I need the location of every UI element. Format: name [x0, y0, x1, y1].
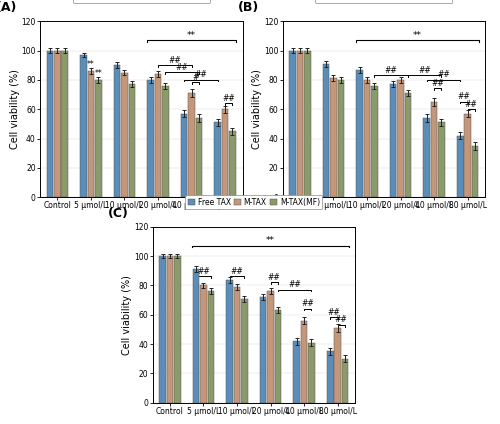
Text: **: ** — [187, 31, 196, 40]
Text: ##: ## — [328, 308, 340, 317]
Bar — [62, 50, 68, 197]
Y-axis label: Cell viability (%): Cell viability (%) — [252, 69, 262, 149]
Bar — [229, 131, 236, 197]
Bar — [342, 359, 348, 403]
Text: ##: ## — [168, 56, 181, 64]
Text: ##: ## — [268, 273, 280, 282]
Bar — [193, 269, 200, 403]
Bar — [80, 55, 87, 197]
Text: ##: ## — [194, 70, 207, 79]
Bar — [267, 291, 274, 403]
Text: (C): (C) — [108, 207, 129, 220]
Text: ##: ## — [437, 70, 450, 79]
Bar — [200, 285, 207, 403]
Bar — [296, 50, 304, 197]
Bar — [330, 78, 337, 197]
Bar — [162, 86, 168, 197]
Bar — [338, 80, 344, 197]
Text: ##: ## — [458, 92, 470, 101]
Text: ##: ## — [197, 267, 210, 276]
Text: ##: ## — [432, 79, 444, 88]
Bar — [327, 351, 334, 403]
Text: #: # — [192, 73, 198, 82]
Bar — [397, 80, 404, 197]
Bar — [222, 109, 228, 197]
Bar — [95, 80, 102, 197]
Bar — [300, 321, 308, 403]
Bar — [234, 287, 240, 403]
Bar — [214, 123, 221, 197]
Text: ##: ## — [288, 280, 301, 289]
Bar — [208, 291, 214, 403]
Text: ##: ## — [230, 267, 243, 276]
Bar — [294, 341, 300, 403]
Bar — [289, 50, 296, 197]
Text: ##: ## — [385, 66, 398, 75]
Text: ##: ## — [335, 315, 347, 324]
Bar — [54, 50, 61, 197]
Bar — [464, 114, 471, 197]
Bar — [154, 74, 162, 197]
Bar — [304, 50, 310, 197]
Bar — [260, 297, 266, 403]
Bar — [128, 84, 135, 197]
Bar — [430, 102, 438, 197]
Text: ##: ## — [176, 63, 188, 72]
Text: **: ** — [94, 69, 102, 78]
Bar — [226, 280, 233, 403]
Bar — [88, 71, 94, 197]
Bar — [364, 80, 370, 197]
Bar — [356, 70, 363, 197]
Text: ##: ## — [222, 94, 235, 103]
Bar — [188, 93, 195, 197]
Legend: Free TAX, M-TAX, M-TAX(MF): Free TAX, M-TAX, M-TAX(MF) — [186, 195, 322, 209]
Bar — [404, 93, 411, 197]
Text: ##: ## — [302, 299, 314, 308]
Bar — [308, 343, 314, 403]
Bar — [174, 256, 180, 403]
Bar — [46, 50, 54, 197]
Bar — [472, 146, 478, 197]
Bar — [241, 298, 248, 403]
Bar — [438, 123, 444, 197]
Text: ##: ## — [465, 100, 477, 109]
Legend: Free TAX, M-TAX, M-TAX(MF): Free TAX, M-TAX, M-TAX(MF) — [316, 0, 452, 3]
Legend: Free TAX, M-TAX, M-TAX(MF): Free TAX, M-TAX, M-TAX(MF) — [73, 0, 210, 3]
Bar — [274, 310, 281, 403]
Text: (A): (A) — [0, 1, 17, 14]
Bar — [371, 86, 378, 197]
Y-axis label: Cell viability (%): Cell viability (%) — [10, 69, 20, 149]
Bar — [457, 136, 464, 197]
Text: **: ** — [413, 31, 422, 40]
Bar — [323, 64, 330, 197]
Bar — [148, 80, 154, 197]
Bar — [424, 118, 430, 197]
Bar — [121, 73, 128, 197]
Bar — [166, 256, 173, 403]
Text: **: ** — [266, 236, 275, 245]
Bar — [334, 328, 341, 403]
Y-axis label: Cell viability (%): Cell viability (%) — [122, 275, 132, 355]
Bar — [196, 118, 202, 197]
Text: ##: ## — [418, 66, 431, 75]
Bar — [181, 114, 188, 197]
Text: (B): (B) — [238, 1, 259, 14]
Bar — [390, 84, 396, 197]
Bar — [114, 65, 120, 197]
Bar — [159, 256, 166, 403]
Text: **: ** — [87, 60, 95, 69]
